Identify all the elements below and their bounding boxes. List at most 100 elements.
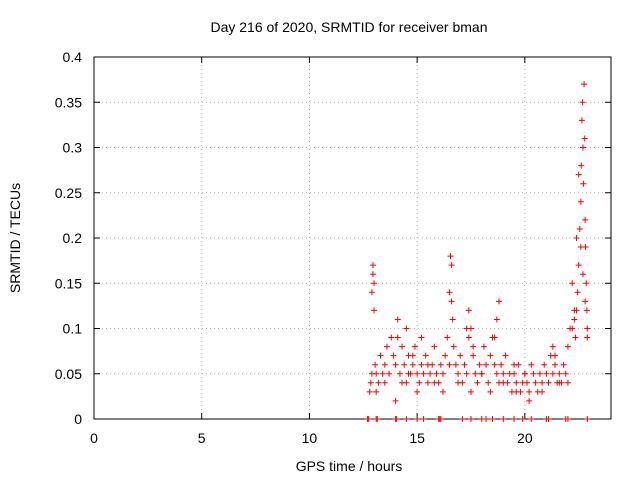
- data-point: [467, 416, 474, 422]
- data-point: [383, 343, 390, 350]
- data-point: [584, 334, 591, 341]
- data-point: [569, 325, 576, 332]
- data-point: [446, 361, 453, 368]
- data-point: [583, 307, 590, 314]
- data-point: [470, 343, 477, 350]
- data-point: [365, 416, 372, 422]
- data-point: [431, 379, 438, 386]
- data-point: [569, 280, 576, 287]
- data-point: [368, 370, 375, 377]
- data-point: [581, 135, 588, 142]
- data-point: [399, 379, 406, 386]
- data-point: [582, 244, 589, 251]
- data-point: [442, 352, 449, 359]
- data-point: [575, 262, 582, 269]
- data-point: [392, 397, 399, 404]
- data-point: [372, 361, 379, 368]
- data-point: [375, 379, 382, 386]
- data-point: [582, 298, 589, 305]
- data-point: [549, 343, 556, 350]
- y-tick-label: 0.3: [63, 140, 83, 156]
- data-point: [495, 298, 502, 305]
- data-point: [578, 117, 585, 124]
- x-tick-label: 20: [517, 430, 533, 446]
- data-point: [465, 307, 472, 314]
- data-point: [579, 144, 586, 151]
- data-point: [574, 289, 581, 296]
- data-point: [543, 370, 550, 377]
- data-point: [519, 416, 526, 422]
- data-point: [576, 225, 583, 232]
- data-point: [580, 180, 587, 187]
- data-point: [560, 361, 567, 368]
- data-point: [405, 370, 412, 377]
- y-tick-label: 0.1: [63, 321, 83, 337]
- data-point: [437, 361, 444, 368]
- data-point: [422, 352, 429, 359]
- data-point: [386, 370, 393, 377]
- data-point: [483, 416, 490, 422]
- data-point: [403, 416, 410, 422]
- data-point: [467, 388, 474, 395]
- data-point: [459, 416, 466, 422]
- data-point: [373, 388, 380, 395]
- data-point: [463, 325, 470, 332]
- data-point: [491, 361, 498, 368]
- data-point: [562, 370, 569, 377]
- data-point: [448, 298, 455, 305]
- data-point: [549, 370, 556, 377]
- data-point: [556, 379, 563, 386]
- data-point: [472, 370, 479, 377]
- data-point: [418, 361, 425, 368]
- data-point: [394, 334, 401, 341]
- data-point: [439, 388, 446, 395]
- y-axis-label: SRMTID / TECUs: [7, 183, 23, 293]
- data-point: [444, 334, 451, 341]
- data-point: [582, 216, 589, 223]
- data-point: [578, 162, 585, 169]
- data-point: [431, 343, 438, 350]
- data-point: [461, 361, 468, 368]
- data-point: [368, 289, 375, 296]
- data-point: [414, 370, 421, 377]
- y-tick-label: 0.15: [55, 275, 82, 291]
- data-point: [521, 370, 528, 377]
- data-point: [573, 235, 580, 241]
- data-point: [455, 370, 462, 377]
- data-point: [511, 361, 518, 368]
- data-point: [369, 262, 376, 269]
- data-point: [564, 379, 571, 386]
- data-point: [478, 370, 485, 377]
- data-point: [536, 370, 543, 377]
- data-point: [447, 253, 454, 260]
- x-axis-label: GPS time / hours: [296, 458, 403, 474]
- data-point: [491, 334, 498, 341]
- data-point: [367, 379, 374, 386]
- data-point: [541, 361, 548, 368]
- data-point: [437, 416, 444, 422]
- data-point: [377, 352, 384, 359]
- data-point: [369, 271, 376, 278]
- data-point: [573, 307, 580, 314]
- data-point: [528, 416, 535, 422]
- data-point: [564, 343, 571, 350]
- data-point: [513, 379, 520, 386]
- data-point: [530, 370, 537, 377]
- data-point: [489, 416, 496, 422]
- y-tick-label: 0.05: [55, 366, 82, 382]
- data-point: [396, 370, 403, 377]
- axis-ticks: 0 5 10 15 20 0 0.05 0.1 0.15 0.2 0.25 0.3 0.35 0.4: [55, 49, 611, 446]
- data-point: [526, 397, 533, 404]
- data-point: [452, 361, 459, 368]
- data-point: [498, 361, 505, 368]
- data-point: [539, 388, 546, 395]
- data-point: [511, 370, 518, 377]
- data-point: [572, 334, 579, 341]
- data-points: [364, 81, 591, 422]
- data-point: [584, 325, 591, 332]
- data-point: [424, 379, 431, 386]
- data-point: [433, 370, 440, 377]
- grid-lines: [94, 57, 611, 419]
- x-tick-label: 5: [198, 430, 206, 446]
